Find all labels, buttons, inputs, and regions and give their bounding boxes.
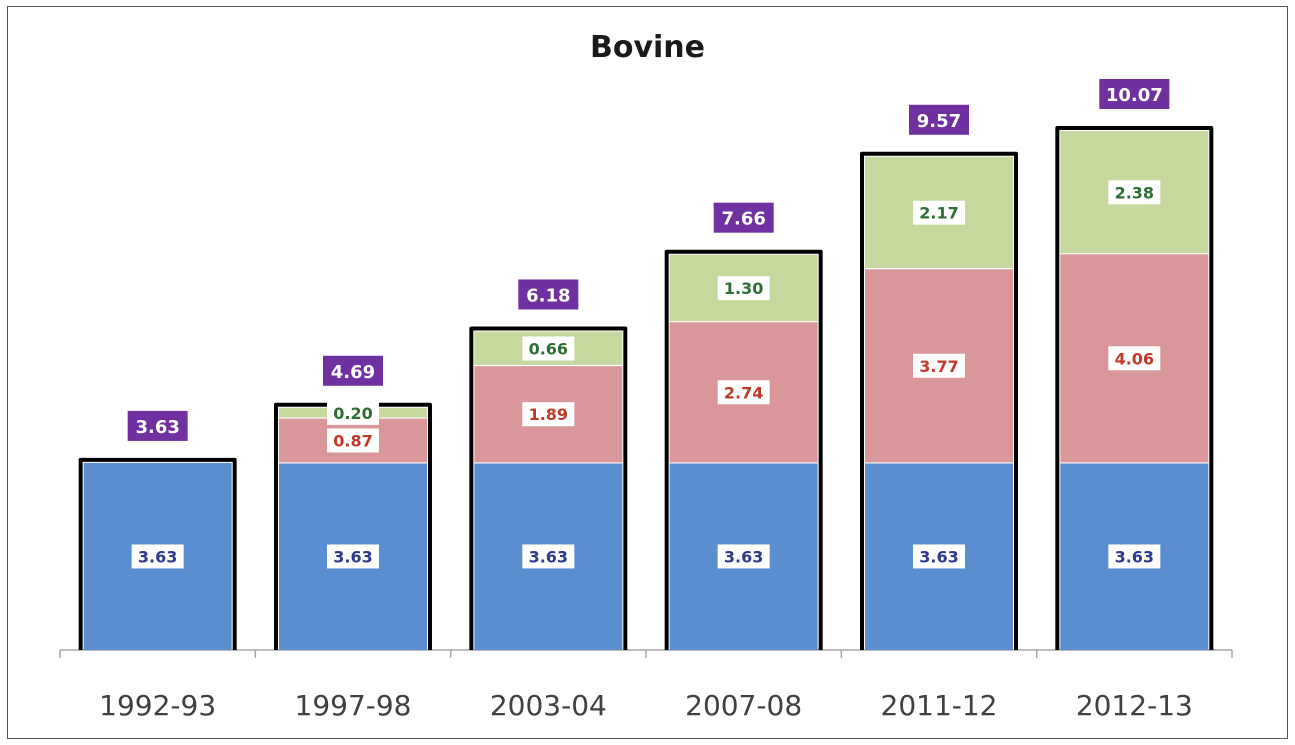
segment-label: 3.63	[138, 547, 177, 566]
segment-label-box	[913, 353, 965, 378]
segment-label-box	[717, 544, 770, 569]
segment-label-box	[327, 400, 379, 425]
segment-label: 3.77	[919, 357, 958, 376]
total-label: 4.69	[331, 362, 375, 383]
total-badge	[518, 279, 579, 310]
segment-label: 0.87	[333, 431, 372, 450]
total-badge	[127, 410, 188, 441]
segment-label-box	[131, 544, 184, 569]
x-tick-label: 2011-12	[881, 689, 998, 722]
segment-label: 3.63	[529, 547, 568, 566]
bar-outline	[664, 249, 823, 650]
segment-label-box	[1108, 346, 1161, 371]
segment-label-box	[327, 544, 379, 569]
segment-label: 2.38	[1115, 183, 1154, 202]
bar-outline	[469, 326, 628, 650]
segment-label-box	[1108, 180, 1161, 205]
segment-label: 2.17	[919, 204, 958, 223]
segment-label-box	[1108, 544, 1161, 569]
segment-label: 0.20	[333, 404, 372, 423]
segment-label: 3.63	[724, 547, 763, 566]
segment-label: 3.63	[919, 547, 958, 566]
bar-outline	[1055, 126, 1214, 650]
total-label: 6.18	[526, 285, 570, 306]
x-tick-label: 2003-04	[490, 689, 607, 722]
x-tick-label: 2012-13	[1076, 689, 1193, 722]
segment-label-box	[522, 544, 575, 569]
segment-label-box	[327, 428, 379, 453]
total-badge	[1099, 79, 1170, 109]
total-badge	[713, 202, 774, 233]
segment-label: 1.30	[724, 279, 763, 298]
segment-label-box	[522, 402, 575, 427]
x-tick-label: 1992-93	[99, 689, 216, 722]
segment-label: 0.66	[529, 339, 568, 358]
total-label: 10.07	[1106, 85, 1163, 106]
segment-label: 3.63	[1115, 547, 1154, 566]
segment-label: 1.89	[529, 405, 568, 424]
bar-outline	[860, 151, 1018, 650]
total-label: 9.57	[917, 111, 961, 132]
segment-label-box	[913, 544, 965, 569]
total-label: 7.66	[721, 209, 765, 230]
segment-label: 2.74	[724, 383, 763, 402]
bar-outline	[78, 457, 237, 650]
x-tick-label: 2007-08	[685, 689, 802, 722]
segment-label-box	[522, 336, 575, 361]
total-label: 3.63	[135, 417, 179, 438]
segment-label: 4.06	[1115, 349, 1154, 368]
chart-title: Bovine	[589, 30, 706, 65]
total-badge	[323, 355, 383, 386]
segment-label-box	[717, 276, 770, 301]
total-badge	[909, 104, 969, 135]
segment-label: 3.63	[333, 547, 372, 566]
segment-label-box	[913, 200, 965, 225]
segment-label-box	[717, 380, 770, 405]
x-tick-label: 1997-98	[295, 689, 412, 722]
